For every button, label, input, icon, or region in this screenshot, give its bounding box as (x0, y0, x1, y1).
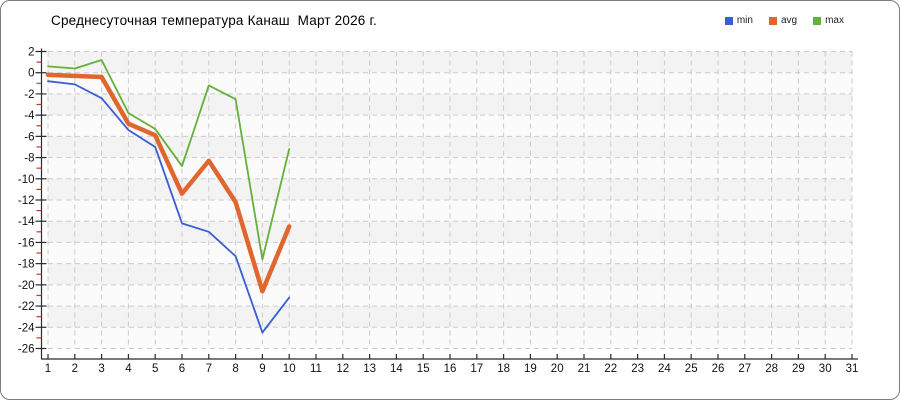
y-tick-label: -16 (18, 237, 35, 249)
x-tick-label: 21 (578, 363, 591, 375)
y-tick-label: -10 (18, 174, 35, 186)
x-tick-label: 19 (524, 363, 537, 375)
plot-band (48, 93, 852, 116)
y-tick-label: -12 (18, 195, 35, 207)
x-tick-label: 20 (551, 363, 564, 375)
y-tick-label: -24 (18, 322, 35, 334)
x-tick-label: 4 (125, 363, 132, 375)
max-series-line (47, 59, 291, 261)
y-tick-label: -6 (24, 131, 34, 143)
x-tick-label: 29 (792, 363, 805, 375)
avg-series-line (45, 72, 292, 294)
max-series-swatch-icon (813, 16, 822, 25)
x-tick-label: 2 (72, 363, 78, 375)
x-tick-label: 18 (497, 363, 510, 375)
y-tick-label: -22 (18, 301, 35, 313)
avg-series-swatch-icon (768, 16, 777, 25)
y-tick-label: -4 (24, 110, 35, 122)
plot-band (48, 136, 852, 158)
x-tick-label: 13 (363, 363, 376, 375)
x-tick-label: 30 (819, 363, 832, 375)
plot-band (48, 327, 852, 349)
y-tick-label: -26 (18, 343, 35, 355)
min-series-line (47, 80, 291, 334)
x-tick-label: 31 (846, 363, 859, 375)
x-tick-label: 10 (283, 363, 296, 375)
plot-band (48, 263, 852, 285)
legend-label-min: min (736, 15, 753, 26)
x-tick-label: 14 (390, 363, 403, 375)
x-tick-label: 1 (45, 363, 51, 375)
y-tick-label: -18 (18, 259, 35, 271)
x-tick-label: 11 (310, 363, 322, 375)
y-tick-label: -14 (18, 216, 35, 228)
x-tick-label: 27 (738, 363, 751, 375)
min-series-swatch-icon (724, 16, 733, 25)
y-tick-label: -8 (24, 153, 34, 165)
x-tick-label: 17 (470, 363, 483, 375)
legend-item-avg: avg (768, 15, 798, 26)
x-tick-label: 28 (765, 363, 778, 375)
x-tick-label: 26 (712, 363, 725, 375)
x-tick-label: 9 (259, 363, 265, 375)
y-tick-label: -2 (24, 89, 34, 101)
x-tick-label: 23 (631, 363, 644, 375)
plot-band (48, 157, 852, 179)
legend-item-min: min (724, 15, 753, 26)
x-tick-label: 16 (444, 363, 457, 375)
x-tick-label: 8 (232, 363, 238, 375)
legend-item-max: max (813, 15, 844, 26)
y-tick-label: 2 (28, 47, 34, 59)
legend-label-avg: avg (780, 15, 798, 26)
x-tick-label: 3 (98, 363, 104, 375)
x-tick-label: 7 (206, 363, 212, 375)
x-tick-label: 5 (152, 363, 158, 375)
y-tick-label: 0 (28, 68, 34, 80)
x-tick-label: 24 (658, 363, 671, 375)
y-tick-label: -20 (18, 280, 35, 292)
x-tick-label: 6 (179, 363, 185, 375)
legend: min avg max (724, 15, 844, 26)
x-tick-label: 22 (604, 363, 617, 375)
x-tick-label: 25 (685, 363, 698, 375)
legend-label-max: max (825, 15, 844, 26)
chart-title: Среднесуточная температура Канаш Март 20… (51, 13, 377, 28)
plot-band (48, 199, 852, 222)
x-tick-label: 12 (336, 363, 349, 375)
x-tick-label: 15 (417, 363, 430, 375)
